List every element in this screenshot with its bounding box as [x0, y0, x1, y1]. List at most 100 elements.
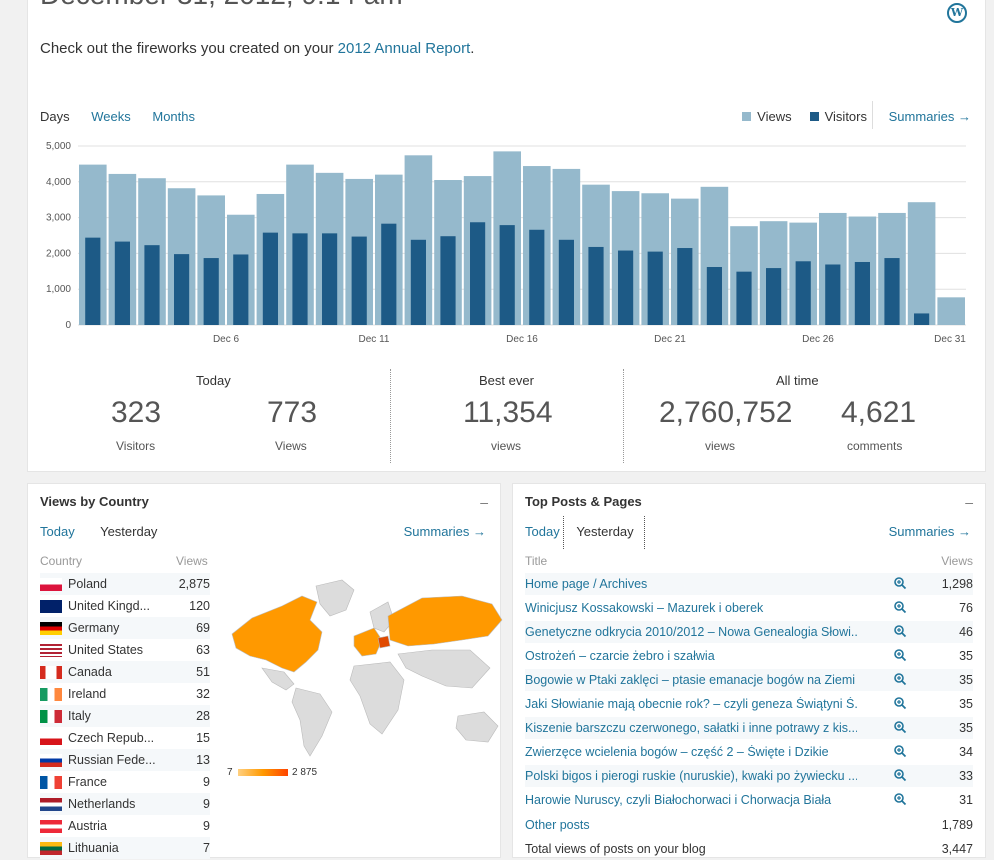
russia-shape[interactable] [387, 595, 503, 647]
visitors-bar[interactable] [114, 241, 130, 325]
visitors-bar[interactable] [144, 245, 160, 325]
visitors-bar[interactable] [322, 233, 338, 325]
post-row: Genetyczne odkrycia 2010/2012 – Nowa Gen… [525, 621, 973, 643]
post-title-link[interactable]: Genetyczne odkrycia 2010/2012 – Nowa Gen… [525, 625, 857, 639]
posts-tab-yesterday[interactable]: Yesterday [563, 516, 645, 549]
zoom-icon[interactable] [893, 696, 907, 710]
visitors-bar[interactable] [203, 258, 219, 325]
central-america-shape[interactable] [261, 667, 295, 691]
post-views: 34 [959, 745, 973, 759]
posts-summaries-link[interactable]: Summaries → [888, 524, 971, 539]
visitors-bar[interactable] [499, 225, 515, 325]
country-row: Italy 28 [40, 705, 210, 727]
world-map[interactable] [222, 576, 512, 776]
south-america-shape[interactable] [291, 687, 333, 757]
visitors-bar[interactable] [410, 239, 426, 325]
visitors-bar[interactable] [292, 233, 308, 325]
tab-days[interactable]: Days [40, 109, 70, 124]
zoom-icon[interactable] [893, 744, 907, 758]
australia-shape[interactable] [455, 711, 499, 743]
country-name: France [68, 775, 107, 789]
zoom-icon[interactable] [893, 624, 907, 638]
visitors-bar[interactable] [558, 239, 574, 325]
post-title-link[interactable]: Zwierzęce wcielenia bogów – część 2 – Św… [525, 745, 829, 759]
zoom-icon[interactable] [893, 768, 907, 782]
post-title-link[interactable]: Harowie Nuruscy, czyli Białochorwaci i C… [525, 793, 832, 807]
country-summaries-link[interactable]: Summaries → [403, 524, 486, 539]
country-name: Italy [68, 709, 91, 723]
tab-months[interactable]: Months [152, 109, 196, 124]
country-tab-yesterday[interactable]: Yesterday [100, 524, 158, 539]
post-title-link[interactable]: Jaki Słowianie mają obecnie rok? – czyli… [525, 697, 857, 711]
visitors-bar[interactable] [914, 313, 930, 325]
country-name: United States [68, 643, 144, 657]
post-views: 35 [959, 673, 973, 687]
africa-shape[interactable] [349, 661, 405, 735]
zoom-icon[interactable] [893, 576, 907, 590]
post-title-link[interactable]: Polski bigos i pierogi ruskie (nuruskie)… [525, 769, 857, 783]
asia-shape[interactable] [397, 649, 491, 689]
other-posts-row: Other posts 1,789 [525, 814, 973, 836]
visitors-bar[interactable] [588, 246, 604, 325]
visitors-bar[interactable] [351, 236, 367, 325]
country-views: 9 [203, 819, 210, 833]
title-col-header: Title [525, 554, 548, 568]
zoom-icon[interactable] [893, 672, 907, 686]
zoom-icon[interactable] [893, 648, 907, 662]
visitors-bar[interactable] [766, 268, 782, 325]
country-row: Lithuania 7 [40, 837, 210, 859]
stats-divider-1 [390, 369, 391, 463]
summaries-link[interactable]: Summaries → [888, 109, 971, 124]
post-title-link[interactable]: Kiszenie barszczu czerwonego, sałatki i … [525, 721, 857, 735]
map-scale-max: 2 875 [292, 767, 318, 778]
visitors-bar[interactable] [825, 264, 841, 325]
visitors-bar[interactable] [529, 229, 545, 325]
visitors-bar[interactable] [647, 251, 663, 325]
visitors-bar[interactable] [736, 271, 752, 325]
flag-icon [40, 710, 62, 723]
other-posts-link[interactable]: Other posts [525, 818, 590, 832]
collapse-icon[interactable]: – [965, 494, 973, 510]
greenland-shape[interactable] [315, 579, 355, 617]
posts-tab-today[interactable]: Today [525, 524, 560, 539]
visitors-bar[interactable] [854, 261, 870, 325]
y-tick-label: 2,000 [46, 248, 71, 259]
top-posts-panel: Top Posts & Pages – Today Yesterday Summ… [512, 483, 986, 858]
views-bar[interactable] [907, 202, 936, 325]
country-views: 51 [196, 665, 210, 679]
wordpress-icon[interactable]: W [947, 3, 967, 23]
visitors-bar[interactable] [440, 236, 456, 325]
post-title-link[interactable]: Ostrożeń – czarcie żebro i szałwia [525, 649, 715, 663]
north-america-shape[interactable] [231, 595, 323, 673]
zoom-icon[interactable] [893, 600, 907, 614]
visitors-bar[interactable] [262, 232, 278, 325]
visitors-bar[interactable] [381, 223, 397, 325]
country-tab-today[interactable]: Today [40, 524, 75, 539]
zoom-icon[interactable] [893, 792, 907, 806]
country-name: Russian Fede... [68, 753, 156, 767]
period-tabs: Days Weeks Months [40, 109, 213, 124]
visitors-bar[interactable] [618, 250, 634, 325]
visitors-bar[interactable] [233, 254, 249, 325]
zoom-icon[interactable] [893, 720, 907, 734]
post-title-link[interactable]: Bogowie w Ptaki zaklęci – ptasie emanacj… [525, 673, 856, 687]
views-bar[interactable] [937, 297, 965, 325]
visitors-bar[interactable] [85, 237, 101, 325]
visitors-bar[interactable] [174, 254, 190, 325]
visitors-bar[interactable] [470, 222, 486, 325]
visitors-bar[interactable] [884, 258, 900, 325]
western-europe-shape[interactable] [353, 627, 383, 657]
flag-icon [40, 578, 62, 591]
collapse-icon[interactable]: – [480, 494, 488, 510]
tab-weeks[interactable]: Weeks [91, 109, 131, 124]
best-ever-title: Best ever [479, 373, 534, 388]
annual-report-link[interactable]: 2012 Annual Report [337, 40, 471, 57]
legend-views-label: Views [757, 109, 792, 124]
visitors-bar[interactable] [706, 267, 722, 325]
post-title-link[interactable]: Winicjusz Kossakowski – Mazurek i oberek [525, 601, 764, 615]
y-tick-label: 0 [65, 320, 71, 331]
post-title-link[interactable]: Home page / Archives [525, 577, 648, 591]
poland-shape[interactable] [377, 635, 391, 649]
visitors-bar[interactable] [795, 261, 811, 325]
visitors-bar[interactable] [677, 248, 693, 325]
